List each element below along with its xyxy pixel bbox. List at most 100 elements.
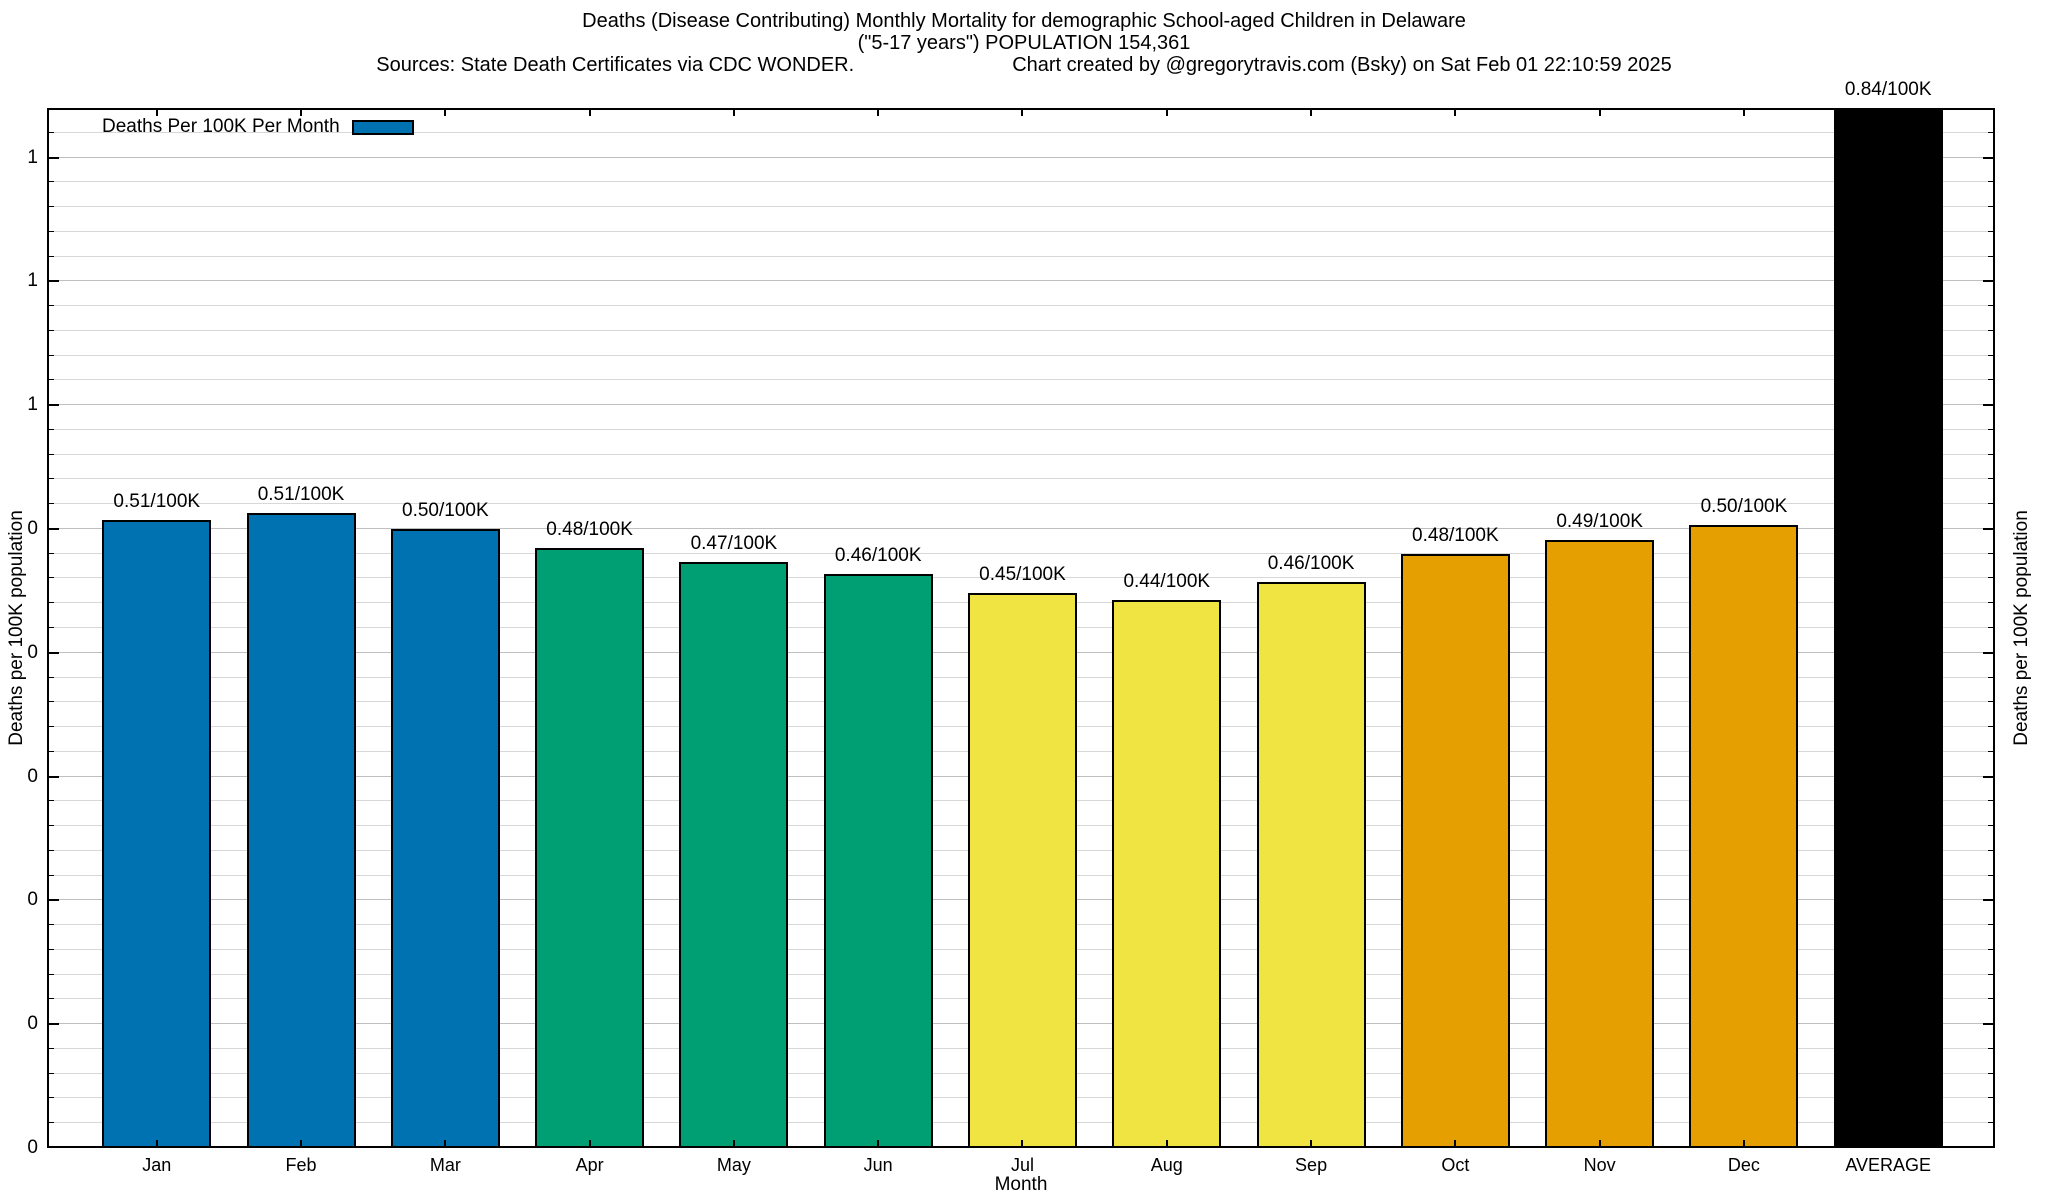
y-axis-tick-right bbox=[1983, 404, 1995, 407]
x-tick-label-jul: Jul bbox=[1010, 1155, 1034, 1175]
y-tick-label: 0 bbox=[27, 1013, 38, 1035]
y-axis-tick-left bbox=[47, 825, 54, 827]
y-axis-tick-right bbox=[1988, 329, 1995, 331]
y-axis-tick-left bbox=[47, 627, 54, 628]
y-gridline bbox=[47, 503, 1995, 505]
y-gridline bbox=[47, 478, 1995, 480]
y-axis-tick-left bbox=[47, 948, 54, 950]
y-axis-tick-left bbox=[47, 156, 59, 159]
chart-sources-text: Sources: State Death Certificates via CD… bbox=[376, 54, 855, 76]
bar-dec bbox=[1689, 525, 1799, 1148]
y-axis-tick-left bbox=[47, 651, 59, 654]
x-axis-tick-top bbox=[732, 108, 735, 116]
y-gridline bbox=[47, 379, 1995, 381]
y-tick-label: 0 bbox=[27, 765, 38, 787]
x-tick-label-average: AVERAGE bbox=[1845, 1155, 1932, 1175]
x-axis-tick-top bbox=[300, 108, 303, 116]
y-axis-tick-right bbox=[1988, 379, 1995, 381]
y-gridline bbox=[47, 354, 1995, 356]
y-axis-tick-right bbox=[1983, 899, 1995, 902]
x-axis-tick-bottom bbox=[877, 1140, 880, 1148]
y-gridline bbox=[47, 255, 1995, 257]
y-axis-tick-left bbox=[47, 973, 54, 975]
x-axis-title: Month bbox=[994, 1174, 1048, 1195]
x-tick-label-nov: Nov bbox=[1583, 1155, 1616, 1175]
bar-value-label-mar: 0.50/100K bbox=[402, 499, 489, 521]
y-axis-tick-left bbox=[47, 280, 59, 283]
y-gridline bbox=[47, 329, 1995, 331]
y-axis-tick-left bbox=[47, 998, 54, 1000]
y-axis-tick-right bbox=[1988, 354, 1995, 356]
x-axis-tick-top bbox=[1887, 108, 1890, 116]
legend-swatch bbox=[351, 119, 414, 135]
bar-nov bbox=[1545, 540, 1655, 1148]
bar-value-label-average: 0.84/100K bbox=[1844, 79, 1932, 100]
y-tick-label: 1 bbox=[27, 394, 38, 416]
x-axis-tick-top bbox=[1454, 108, 1457, 116]
y-axis-tick-left bbox=[47, 230, 54, 232]
bar-value-label-apr: 0.48/100K bbox=[546, 518, 633, 540]
x-axis-tick-bottom bbox=[1598, 1140, 1601, 1148]
y-axis-tick-right bbox=[1988, 577, 1995, 579]
y-gridline bbox=[47, 280, 1995, 282]
x-tick-label-apr: Apr bbox=[575, 1155, 604, 1175]
y-axis-tick-right bbox=[1988, 750, 1995, 752]
bar-value-label-dec: 0.50/100K bbox=[1700, 496, 1788, 518]
bar-sep bbox=[1256, 582, 1366, 1148]
x-axis-tick-bottom bbox=[1887, 1140, 1890, 1148]
x-axis-tick-top bbox=[1598, 108, 1601, 116]
y-axis-tick-right bbox=[1988, 255, 1995, 257]
bar-jun bbox=[823, 573, 933, 1148]
bar-jan bbox=[102, 520, 212, 1148]
y-axis-tick-left bbox=[47, 1122, 54, 1124]
y-axis-tick-right bbox=[1983, 651, 1995, 654]
y-axis-tick-left bbox=[47, 478, 54, 480]
bar-jul bbox=[967, 593, 1077, 1148]
y-tick-label: 0 bbox=[27, 517, 38, 539]
y-axis-tick-left bbox=[47, 453, 54, 455]
x-axis-tick-bottom bbox=[1454, 1140, 1457, 1148]
legend-label: Deaths Per 100K Per Month bbox=[102, 116, 340, 137]
y-axis-tick-right bbox=[1988, 998, 1995, 1000]
x-axis-tick-bottom bbox=[155, 1140, 158, 1148]
bar-value-label-jun: 0.46/100K bbox=[834, 544, 922, 566]
y-axis-tick-right bbox=[1988, 726, 1995, 728]
y-gridline bbox=[47, 206, 1995, 208]
x-axis-tick-bottom bbox=[1021, 1140, 1024, 1148]
x-axis-tick-top bbox=[444, 108, 447, 116]
x-tick-label-feb: Feb bbox=[285, 1155, 317, 1175]
y-axis-tick-right bbox=[1988, 206, 1995, 208]
y-axis-tick-left bbox=[47, 849, 54, 851]
y-gridline bbox=[47, 181, 1995, 183]
y-axis-tick-right bbox=[1988, 1122, 1995, 1124]
y-axis-tick-right bbox=[1983, 280, 1995, 283]
x-axis-tick-top bbox=[155, 108, 158, 116]
y-axis-tick-left bbox=[47, 899, 59, 902]
y-axis-tick-right bbox=[1988, 453, 1995, 455]
bar-apr bbox=[535, 547, 645, 1148]
y-axis-tick-right bbox=[1988, 800, 1995, 802]
y-axis-tick-left bbox=[47, 503, 54, 505]
y-axis-tick-left bbox=[47, 577, 54, 579]
x-tick-label-jan: Jan bbox=[142, 1155, 172, 1175]
y-axis-tick-left bbox=[47, 131, 54, 133]
y-axis-tick-right bbox=[1988, 131, 1995, 133]
y-axis-tick-right bbox=[1988, 627, 1995, 628]
bar-value-label-sep: 0.46/100K bbox=[1267, 553, 1355, 575]
x-tick-label-jun: Jun bbox=[863, 1155, 893, 1175]
y-tick-label: 0 bbox=[27, 641, 38, 663]
y-axis-tick-left bbox=[47, 379, 54, 381]
x-axis-tick-bottom bbox=[1310, 1140, 1313, 1148]
x-axis-tick-top bbox=[588, 108, 591, 116]
y-tick-label: 0 bbox=[27, 1137, 38, 1158]
y-axis-tick-left bbox=[47, 800, 54, 802]
y-axis-tick-left bbox=[47, 1097, 54, 1099]
y-axis-tick-left bbox=[47, 1023, 59, 1026]
bar-value-label-may: 0.47/100K bbox=[690, 533, 778, 555]
y-axis-tick-right bbox=[1988, 503, 1995, 505]
bar-value-label-oct: 0.48/100K bbox=[1412, 524, 1499, 546]
legend: Deaths Per 100K Per Month bbox=[102, 116, 414, 138]
y-gridline bbox=[47, 428, 1995, 430]
y-axis-tick-right bbox=[1988, 676, 1995, 678]
y-axis-tick-left bbox=[47, 428, 54, 430]
